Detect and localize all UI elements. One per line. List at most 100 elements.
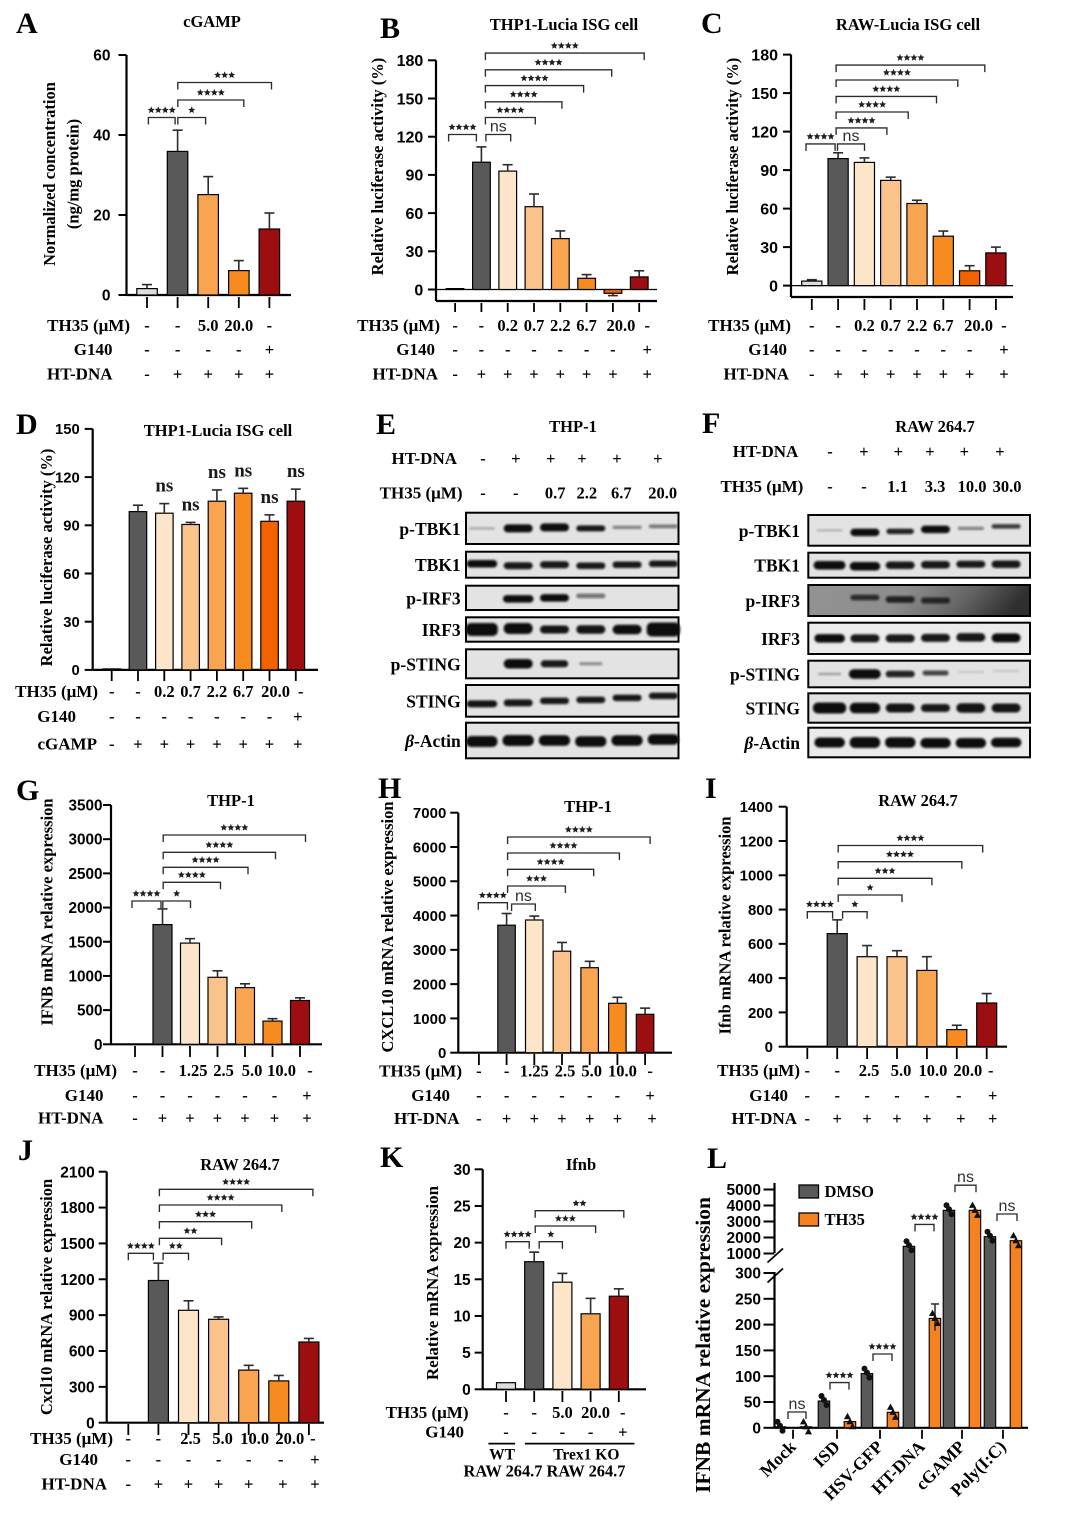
svg-text:IRF3: IRF3 bbox=[761, 629, 800, 649]
svg-text:5.0: 5.0 bbox=[242, 1061, 263, 1080]
svg-text:10.0: 10.0 bbox=[918, 1061, 947, 1080]
svg-text:+: + bbox=[212, 735, 221, 754]
svg-text:G140: G140 bbox=[749, 1086, 788, 1105]
svg-text:150: 150 bbox=[735, 1343, 761, 1360]
svg-text:-: - bbox=[476, 1062, 482, 1081]
svg-text:300: 300 bbox=[735, 1266, 761, 1283]
svg-text:+: + bbox=[939, 365, 948, 384]
svg-text:0: 0 bbox=[765, 1039, 773, 1056]
svg-text:D: D bbox=[16, 408, 38, 441]
svg-text:-: - bbox=[452, 365, 458, 384]
svg-text:HT-DNA: HT-DNA bbox=[42, 1475, 108, 1494]
svg-text:-: - bbox=[156, 1429, 162, 1448]
svg-text:30.0: 30.0 bbox=[993, 477, 1022, 496]
svg-text:ns: ns bbox=[234, 460, 252, 481]
svg-text:6.7: 6.7 bbox=[611, 483, 632, 502]
svg-text:+: + bbox=[265, 340, 274, 359]
svg-text:-: - bbox=[160, 1086, 166, 1105]
svg-text:1800: 1800 bbox=[60, 1200, 94, 1217]
svg-text:+: + bbox=[265, 735, 274, 754]
svg-text:-: - bbox=[809, 365, 815, 384]
svg-text:-: - bbox=[615, 1086, 621, 1105]
svg-text:0.7: 0.7 bbox=[524, 316, 545, 335]
svg-text:-: - bbox=[644, 316, 650, 335]
svg-text:-: - bbox=[156, 1450, 162, 1469]
svg-text:1400: 1400 bbox=[740, 799, 773, 816]
svg-text:-: - bbox=[109, 682, 115, 701]
svg-text:A: A bbox=[16, 7, 38, 40]
svg-text:5000: 5000 bbox=[413, 874, 446, 891]
svg-text:15: 15 bbox=[453, 1272, 471, 1289]
svg-text:HT-DNA: HT-DNA bbox=[47, 365, 113, 384]
svg-text:-: - bbox=[240, 707, 246, 726]
svg-text:-: - bbox=[1001, 316, 1007, 335]
svg-text:HT-DNA: HT-DNA bbox=[733, 442, 799, 461]
svg-text:ns: ns bbox=[208, 462, 226, 483]
svg-text:+: + bbox=[133, 735, 142, 754]
svg-text:HT-DNA: HT-DNA bbox=[724, 365, 790, 384]
svg-text:5.0: 5.0 bbox=[198, 316, 219, 335]
svg-text:IRF3: IRF3 bbox=[422, 620, 461, 640]
svg-text:3000: 3000 bbox=[68, 832, 102, 849]
svg-text:+: + bbox=[158, 1109, 167, 1128]
svg-text:+: + bbox=[302, 1109, 311, 1128]
svg-text:5: 5 bbox=[462, 1345, 471, 1362]
svg-text:HT-DNA: HT-DNA bbox=[732, 1109, 798, 1128]
svg-text:2000: 2000 bbox=[68, 900, 102, 917]
svg-text:90: 90 bbox=[406, 168, 424, 185]
svg-text:-: - bbox=[132, 1061, 138, 1080]
svg-text:-: - bbox=[924, 1086, 930, 1105]
svg-text:0.7: 0.7 bbox=[545, 483, 566, 502]
svg-text:25: 25 bbox=[453, 1199, 471, 1216]
svg-text:5.0: 5.0 bbox=[581, 1062, 602, 1081]
svg-text:+: + bbox=[502, 1109, 511, 1128]
svg-text:6.7: 6.7 bbox=[233, 682, 254, 701]
svg-text:20.0: 20.0 bbox=[275, 1429, 304, 1448]
svg-text:+: + bbox=[160, 735, 169, 754]
svg-text:0.7: 0.7 bbox=[180, 682, 201, 701]
svg-text:-: - bbox=[531, 1403, 537, 1422]
svg-text:1500: 1500 bbox=[68, 934, 102, 951]
svg-text:2000: 2000 bbox=[413, 977, 446, 994]
svg-text:50: 50 bbox=[744, 1395, 761, 1412]
svg-text:β-Actin: β-Actin bbox=[743, 733, 800, 753]
svg-text:TH35 (μM): TH35 (μM) bbox=[30, 1429, 113, 1448]
svg-text:RAW 264.7: RAW 264.7 bbox=[878, 791, 957, 810]
svg-text:180: 180 bbox=[751, 47, 778, 64]
svg-text:-: - bbox=[126, 1450, 132, 1469]
svg-text:WT: WT bbox=[489, 1447, 516, 1464]
svg-text:-: - bbox=[531, 340, 537, 359]
svg-text:TH35: TH35 bbox=[825, 1210, 865, 1229]
svg-text:STING: STING bbox=[746, 699, 801, 719]
svg-text:-: - bbox=[188, 707, 194, 726]
svg-text:G140: G140 bbox=[74, 340, 113, 359]
svg-text:20.0: 20.0 bbox=[224, 316, 253, 335]
svg-text:G: G bbox=[16, 774, 39, 807]
svg-text:TH35 (μM): TH35 (μM) bbox=[380, 483, 463, 502]
svg-text:1.1: 1.1 bbox=[887, 477, 908, 496]
svg-text:p-IRF3: p-IRF3 bbox=[406, 588, 461, 608]
svg-text:-: - bbox=[864, 1086, 870, 1105]
svg-text:ns: ns bbox=[999, 1198, 1016, 1215]
svg-text:p-TBK1: p-TBK1 bbox=[739, 521, 800, 541]
svg-text:TH35 (μM): TH35 (μM) bbox=[34, 1061, 117, 1080]
svg-text:300: 300 bbox=[69, 1379, 95, 1396]
svg-text:1.25: 1.25 bbox=[520, 1062, 549, 1081]
svg-text:2.5: 2.5 bbox=[859, 1061, 880, 1080]
svg-text:+: + bbox=[234, 365, 243, 384]
svg-text:2.5: 2.5 bbox=[555, 1062, 576, 1081]
svg-text:-: - bbox=[862, 340, 868, 359]
svg-text:-: - bbox=[835, 316, 841, 335]
svg-text:G140: G140 bbox=[425, 1422, 464, 1441]
svg-text:-: - bbox=[267, 707, 273, 726]
svg-text:Ifnb mRNA relative expression: Ifnb mRNA relative expression bbox=[716, 816, 735, 1034]
svg-text:Trex1 KO: Trex1 KO bbox=[553, 1447, 619, 1464]
svg-text:+: + bbox=[278, 1475, 287, 1494]
svg-text:2100: 2100 bbox=[60, 1164, 94, 1181]
svg-text:p-STING: p-STING bbox=[730, 665, 800, 685]
svg-text:+: + bbox=[529, 365, 538, 384]
svg-text:2.5: 2.5 bbox=[213, 1061, 234, 1080]
svg-text:C: C bbox=[701, 7, 723, 40]
svg-text:TH35 (μM): TH35 (μM) bbox=[708, 316, 791, 335]
svg-text:+: + bbox=[995, 442, 1004, 461]
